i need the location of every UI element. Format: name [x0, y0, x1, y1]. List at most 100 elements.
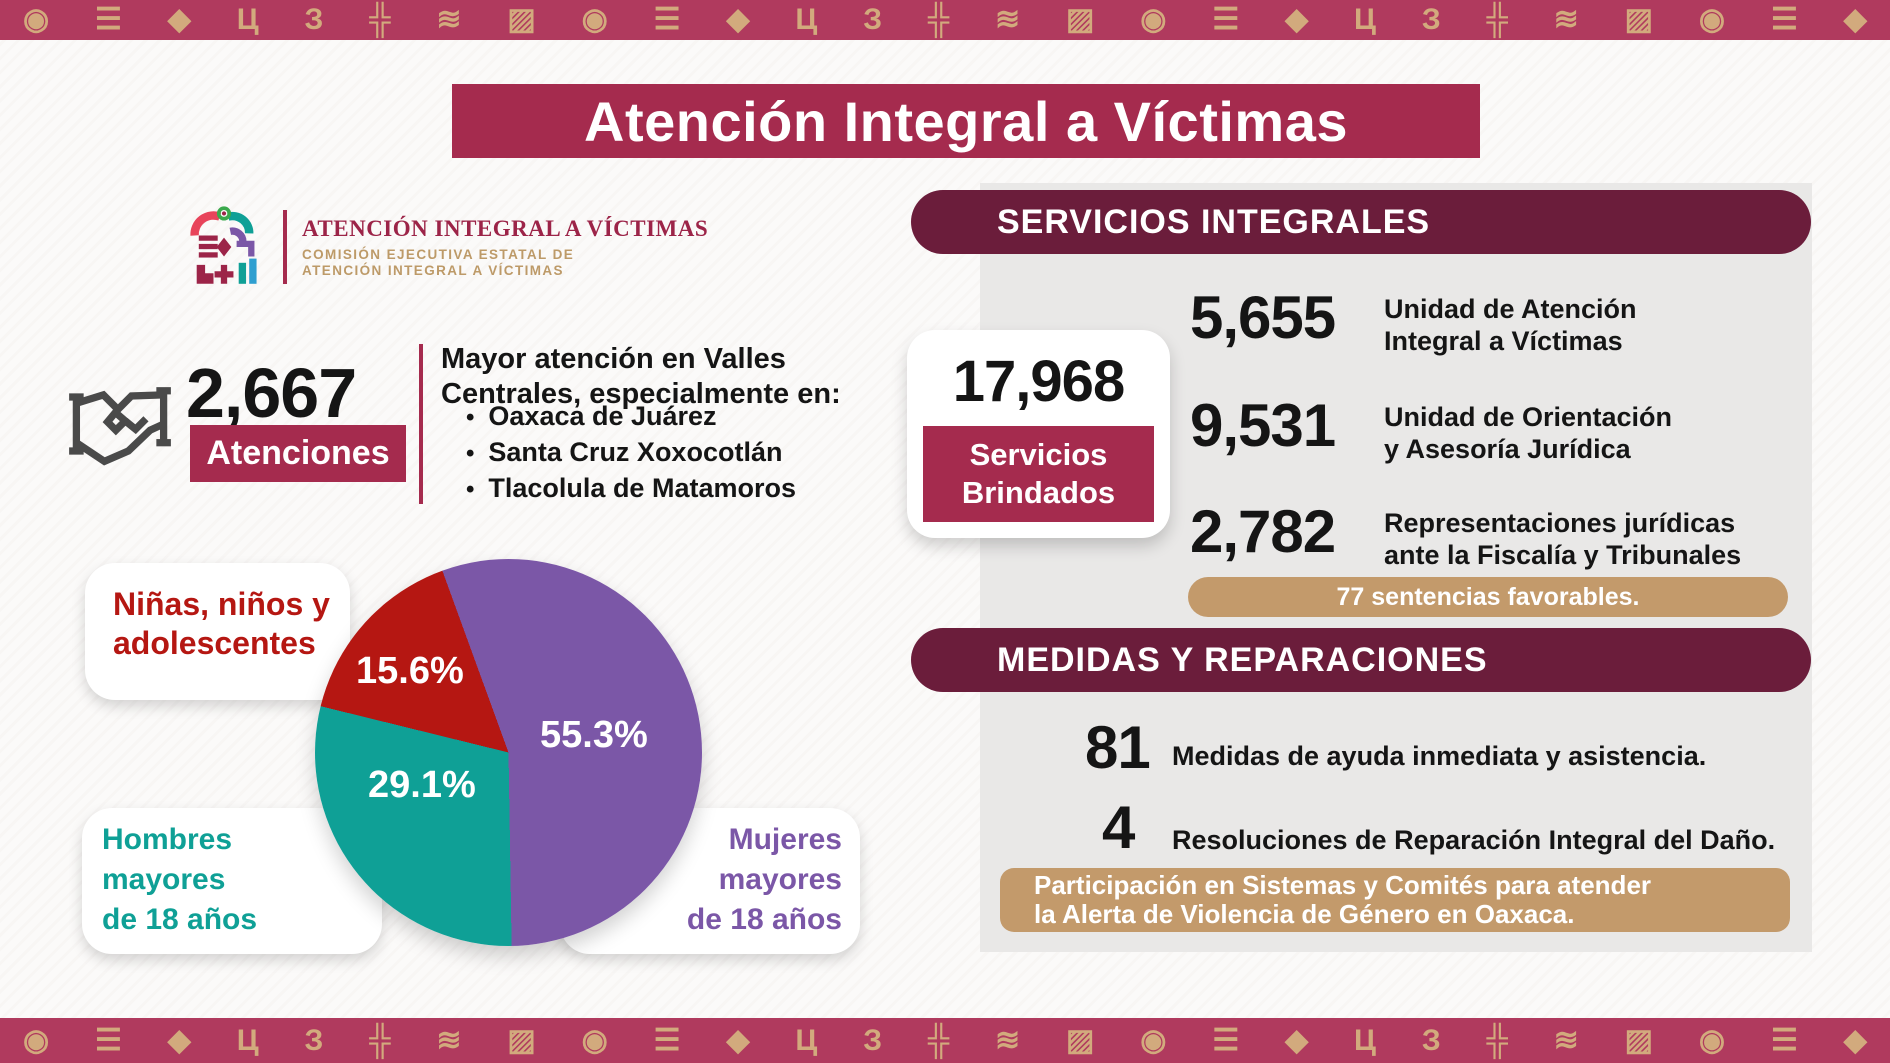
aztec-glyph-icon: ☰	[653, 1023, 681, 1057]
servicios-total-badge: Servicios Brindados	[923, 426, 1154, 522]
callout-line: Hombres	[102, 823, 233, 856]
aztec-glyph-icon: ◉	[1698, 1023, 1726, 1057]
aztec-glyph-icon: ≋	[436, 3, 462, 36]
aztec-glyph-icon: ╬	[369, 1023, 391, 1057]
aztec-glyph-icon: ☰	[1770, 1023, 1798, 1057]
vertical-divider	[419, 344, 423, 504]
logo-org: COMISIÓN EJECUTIVA ESTATAL DE ATENCIÓN I…	[302, 247, 708, 279]
medidas-header: MEDIDAS Y REPARACIONES	[997, 640, 1488, 679]
stat-label-line: Integral a Víctimas	[1384, 326, 1623, 356]
aztec-glyph-icon: Ц	[795, 1023, 818, 1057]
callout-line: mayores	[102, 863, 226, 896]
aztec-glyph-icon: ◉	[581, 1023, 608, 1057]
aztec-glyph-icon: З	[863, 3, 882, 36]
aztec-glyph-icon: ◉	[1140, 3, 1167, 36]
aztec-glyph-icon: ≋	[995, 3, 1021, 36]
aztec-glyph-icon: ☰	[95, 3, 122, 36]
logo-name: ATENCIÓN INTEGRAL A VÍCTIMAS	[302, 216, 709, 241]
callout-hombres: Hombres mayores de 18 años	[82, 808, 382, 954]
aztec-glyph-icon: ▨	[507, 1023, 536, 1057]
logo-org-line2: ATENCIÓN INTEGRAL A VÍCTIMAS	[302, 263, 564, 278]
callout-hombres-label: Hombres mayores de 18 años	[102, 820, 257, 940]
logo-org-line1: COMISIÓN EJECUTIVA ESTATAL DE	[302, 247, 575, 262]
page-title: Atención Integral a Víctimas	[584, 89, 1348, 153]
stat-value: 4	[1102, 794, 1135, 861]
aztec-glyph-icon: ╬	[369, 3, 391, 36]
list-item: Santa Cruz Xoxocotlán	[466, 435, 796, 471]
callout-line: adolescentes	[113, 625, 316, 661]
logo-divider	[283, 210, 287, 284]
stat-label-line: ante la Fiscalía y Tribunales	[1384, 540, 1742, 570]
aztec-glyph-icon: ◉	[1140, 1023, 1167, 1057]
pie-label-mujeres: 55.3%	[540, 714, 648, 756]
stat-label: Unidad de Orientación y Asesoría Jurídic…	[1384, 401, 1672, 465]
stat-value: 2,782	[1190, 498, 1336, 565]
callout-line: Mujeres	[728, 823, 842, 856]
aztec-glyph-icon: ◉	[22, 3, 50, 36]
pie-chart	[315, 559, 702, 946]
alerta-highlight: Participación en Sistemas y Comités para…	[1000, 868, 1790, 932]
aztec-glyph-icon: Ц	[795, 3, 818, 36]
stat-label-line: Unidad de Atención	[1384, 294, 1637, 324]
sentencias-highlight: 77 sentencias favorables.	[1188, 577, 1788, 617]
list-item: Tlacolula de Matamoros	[466, 471, 796, 507]
stat-value: 5,655	[1190, 284, 1336, 351]
list-item: Oaxaca de Juárez	[466, 399, 796, 435]
aztec-glyph-icon: ◉	[1698, 3, 1726, 36]
note-line1: Mayor atención en Valles	[441, 343, 786, 375]
aztec-glyph-icon: ◆	[1843, 3, 1867, 36]
aztec-glyph-icon: З	[304, 1023, 324, 1057]
callout-mujeres-label: Mujeres mayores de 18 años	[687, 820, 842, 940]
aztec-glyph-icon: ≋	[1553, 3, 1579, 36]
ceeavi-logo-icon	[190, 206, 257, 284]
stat-value: 81	[1085, 714, 1151, 781]
aztec-glyph-icon: Ц	[1354, 3, 1376, 36]
callout-mujeres: Mujeres mayores de 18 años	[560, 808, 860, 954]
aztec-glyph-icon: ╬	[927, 3, 950, 36]
servicios-header: SERVICIOS INTEGRALES	[997, 202, 1431, 241]
aztec-glyph-icon: ◆	[1843, 1023, 1867, 1057]
stat-label: Unidad de Atención Integral a Víctimas	[1384, 293, 1637, 357]
stat-label-line: Representaciones jurídicas	[1384, 508, 1736, 538]
aztec-glyph-icon: ◆	[1285, 3, 1309, 36]
aztec-glyph-icon: ☰	[95, 1023, 122, 1057]
stats-panel	[980, 183, 1812, 952]
aztec-glyph-icon: З	[304, 3, 324, 36]
title-banner: Atención Integral a Víctimas	[452, 84, 1480, 158]
alerta-line1: Participación en Sistemas y Comités para…	[1034, 870, 1652, 900]
servicios-header-banner: SERVICIOS INTEGRALES	[911, 190, 1811, 254]
stat-label-line: Unidad de Orientación	[1384, 402, 1673, 432]
servicios-total-card: 17,968 Servicios Brindados	[907, 330, 1170, 538]
aztec-glyph-icon: ◆	[726, 3, 750, 36]
atenciones-value: 2,667	[186, 354, 357, 432]
aztec-glyph-icon: ◆	[726, 1023, 750, 1057]
callout-ninas-label: Niñas, niños y adolescentes	[113, 585, 330, 663]
aztec-glyph-icon: ◉	[581, 3, 608, 36]
callout-line: Niñas, niños y	[113, 586, 330, 622]
servicios-total-value: 17,968	[952, 349, 1125, 414]
stat-label: Resoluciones de Reparación Integral del …	[1172, 825, 1776, 855]
callout-line: de 18 años	[686, 903, 842, 936]
aztec-glyph-icon: ☰	[653, 3, 681, 36]
aztec-glyph-icon: Ц	[236, 1023, 259, 1057]
callout-ninas: Niñas, niños y adolescentes	[85, 563, 350, 700]
logo-text: ATENCIÓN INTEGRAL A VÍCTIMAS COMISIÓN EJ…	[302, 216, 708, 279]
aztec-glyph-icon: ☰	[1212, 1023, 1240, 1057]
aztec-glyph-icon: ☰	[1770, 3, 1798, 36]
aztec-glyph-icon: ☰	[1212, 3, 1240, 36]
aztec-glyph-icon: ▨	[507, 3, 536, 36]
callout-line: de 18 años	[102, 903, 258, 936]
aztec-glyph-icon: ≋	[995, 1023, 1021, 1057]
aztec-glyph-icon: Ц	[236, 3, 259, 36]
stat-label-line: y Asesoría Jurídica	[1384, 434, 1631, 464]
aztec-glyph-icon: ≋	[436, 1023, 462, 1057]
badge-line: Servicios	[969, 437, 1108, 472]
aztec-glyph-icon: ≋	[1553, 1023, 1579, 1057]
stat-value: 9,531	[1190, 392, 1336, 459]
aztec-border: ◉ ☰ ◆ Ц З ╬ ≋ ▨ ◉ ☰ ◆ Ц З ╬ ≋ ▨ ◉ ☰ ◆ Ц З ╬ ≋ ▨ ◉ ☰ ◆	[0, 0, 1890, 40]
aztec-glyph-icon: З	[1421, 1023, 1441, 1057]
alerta-line2: la Alerta de Violencia de Género en Oaxa…	[1034, 899, 1575, 929]
aztec-glyph-icon: З	[863, 1023, 882, 1057]
stat-label: Representaciones jurídicas ante la Fisca…	[1384, 507, 1741, 571]
